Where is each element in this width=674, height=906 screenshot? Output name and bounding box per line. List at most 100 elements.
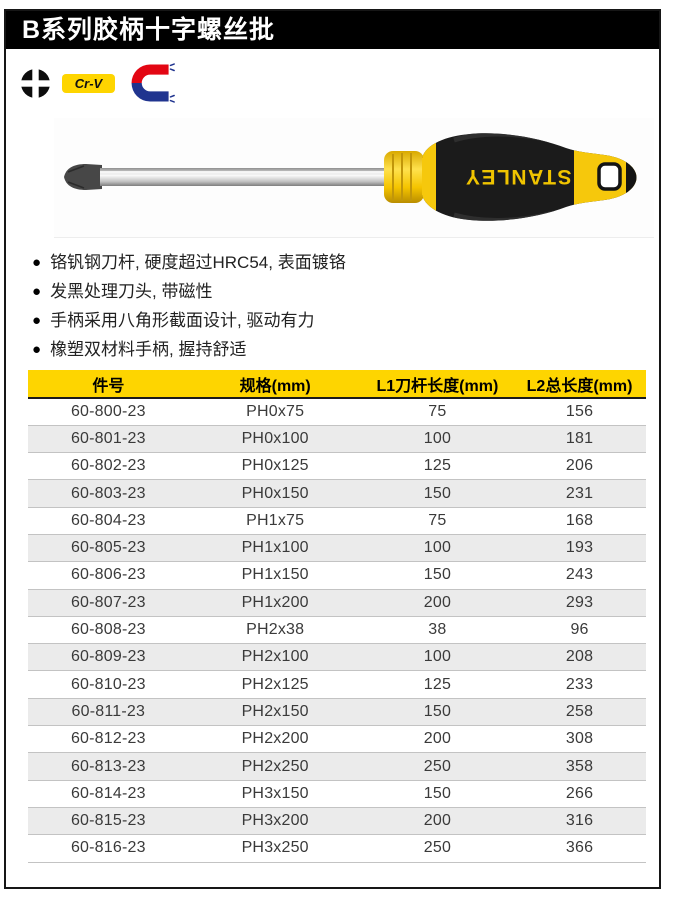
table-cell: PH3x200 xyxy=(188,807,362,836)
feature-text: 发黑处理刀头, 带磁性 xyxy=(50,282,213,301)
spec-table-body: 60-800-23 PH0x75 75 156 60-801-23 PH0x100 100 1… xyxy=(28,398,646,863)
table-cell: 100 xyxy=(361,643,514,672)
feature-item: ● 橡塑双材料手柄, 握持舒适 xyxy=(32,335,632,364)
col-header-spec: 规格(mm) xyxy=(188,370,362,399)
table-row: 60-801-23 PH0x100 100 181 xyxy=(28,425,646,454)
table-cell: PH1x100 xyxy=(188,534,362,563)
table-cell: 193 xyxy=(513,534,646,563)
table-cell: PH2x150 xyxy=(188,698,362,727)
table-cell: 233 xyxy=(513,670,646,699)
table-cell: PH1x150 xyxy=(188,561,362,590)
table-cell: PH0x100 xyxy=(188,425,362,454)
feature-text: 手柄采用八角形截面设计, 驱动有力 xyxy=(50,311,315,330)
table-row: 60-809-23 PH2x100 100 208 xyxy=(28,643,646,672)
table-cell: PH2x100 xyxy=(188,643,362,672)
feature-item: ● 铬钒钢刀杆, 硬度超过HRC54, 表面镀铬 xyxy=(32,248,632,277)
page-title: B系列胶柄十字螺丝批 xyxy=(6,11,659,49)
table-cell: 60-806-23 xyxy=(28,561,189,590)
table-cell: PH2x250 xyxy=(188,752,362,781)
table-cell: 60-816-23 xyxy=(28,834,189,863)
table-row: 60-816-23 PH3x250 250 366 xyxy=(28,834,646,863)
table-row: 60-814-23 PH3x150 150 266 xyxy=(28,780,646,808)
table-row: 60-812-23 PH2x200 200 308 xyxy=(28,725,646,754)
table-cell: 208 xyxy=(513,643,646,672)
table-cell: 150 xyxy=(361,780,514,808)
table-cell: 125 xyxy=(361,452,514,481)
bullet-icon: ● xyxy=(32,312,42,329)
col-header-blade-length: L1刀杆长度(mm) xyxy=(361,370,514,399)
table-cell: 75 xyxy=(361,398,514,426)
spec-table: 件号 规格(mm) L1刀杆长度(mm) L2总长度(mm) 60-800-23… xyxy=(28,370,646,863)
table-cell: 60-808-23 xyxy=(28,616,189,645)
table-cell: 258 xyxy=(513,698,646,727)
bullet-icon: ● xyxy=(32,254,42,271)
table-cell: 60-813-23 xyxy=(28,752,189,781)
table-cell: 293 xyxy=(513,589,646,617)
table-row: 60-808-23 PH2x38 38 96 xyxy=(28,616,646,645)
brand-label: STANLEY xyxy=(465,165,572,188)
table-cell: 200 xyxy=(361,589,514,617)
table-row: 60-806-23 PH1x150 150 243 xyxy=(28,561,646,590)
table-cell: 60-803-23 xyxy=(28,479,189,508)
table-cell: 60-804-23 xyxy=(28,507,189,535)
magnet-icon xyxy=(126,62,176,104)
bullet-icon: ● xyxy=(32,341,42,358)
certification-icons-row: Cr-V xyxy=(20,63,176,103)
table-cell: 358 xyxy=(513,752,646,781)
table-row: 60-800-23 PH0x75 75 156 xyxy=(28,398,646,426)
table-row: 60-815-23 PH3x200 200 316 xyxy=(28,807,646,836)
table-cell: PH1x200 xyxy=(188,589,362,617)
table-cell: 60-814-23 xyxy=(28,780,189,808)
table-cell: 308 xyxy=(513,725,646,754)
table-row: 60-803-23 PH0x150 150 231 xyxy=(28,479,646,508)
crv-badge: Cr-V xyxy=(62,73,115,93)
screwdriver-collar xyxy=(384,151,424,203)
table-cell: 75 xyxy=(361,507,514,535)
table-cell: PH3x150 xyxy=(188,780,362,808)
feature-list: ● 铬钒钢刀杆, 硬度超过HRC54, 表面镀铬 ● 发黑处理刀头, 带磁性 ● 手柄采用… xyxy=(32,248,632,364)
table-cell: PH2x38 xyxy=(188,616,362,645)
table-cell: 150 xyxy=(361,698,514,727)
bullet-icon: ● xyxy=(32,283,42,300)
table-cell: 150 xyxy=(361,561,514,590)
table-cell: PH2x125 xyxy=(188,670,362,699)
table-cell: 100 xyxy=(361,534,514,563)
table-cell: 38 xyxy=(361,616,514,645)
table-cell: 168 xyxy=(513,507,646,535)
table-row: 60-811-23 PH2x150 150 258 xyxy=(28,698,646,727)
screwdriver-tip xyxy=(64,164,102,190)
feature-text: 橡塑双材料手柄, 握持舒适 xyxy=(50,340,247,359)
crv-badge-label: Cr-V xyxy=(74,75,103,91)
table-cell: 243 xyxy=(513,561,646,590)
table-cell: 206 xyxy=(513,452,646,481)
table-cell: PH1x75 xyxy=(188,507,362,535)
table-cell: 60-802-23 xyxy=(28,452,189,481)
table-row: 60-807-23 PH1x200 200 293 xyxy=(28,589,646,617)
table-cell: 60-809-23 xyxy=(28,643,189,672)
table-cell: PH3x250 xyxy=(188,834,362,863)
table-cell: 200 xyxy=(361,725,514,754)
table-cell: 60-811-23 xyxy=(28,698,189,727)
feature-text: 铬钒钢刀杆, 硬度超过HRC54, 表面镀铬 xyxy=(50,253,346,272)
table-cell: 181 xyxy=(513,425,646,454)
table-cell: 125 xyxy=(361,670,514,699)
table-cell: 96 xyxy=(513,616,646,645)
table-cell: PH0x75 xyxy=(188,398,362,426)
table-cell: 60-815-23 xyxy=(28,807,189,836)
table-cell: 60-805-23 xyxy=(28,534,189,563)
table-cell: 231 xyxy=(513,479,646,508)
table-cell: 200 xyxy=(361,807,514,836)
col-header-total-length: L2总长度(mm) xyxy=(513,370,646,399)
table-cell: 60-801-23 xyxy=(28,425,189,454)
table-cell: 150 xyxy=(361,479,514,508)
table-cell: 100 xyxy=(361,425,514,454)
table-cell: 60-807-23 xyxy=(28,589,189,617)
screwdriver-shaft xyxy=(100,168,388,186)
spec-table-header-row: 件号 规格(mm) L1刀杆长度(mm) L2总长度(mm) xyxy=(28,370,646,399)
product-photo: STANLEY xyxy=(54,118,654,238)
page-frame: B系列胶柄十字螺丝批 Cr-V xyxy=(4,9,661,889)
col-header-part-number: 件号 xyxy=(28,370,189,399)
table-cell: 266 xyxy=(513,780,646,808)
table-cell: PH2x200 xyxy=(188,725,362,754)
